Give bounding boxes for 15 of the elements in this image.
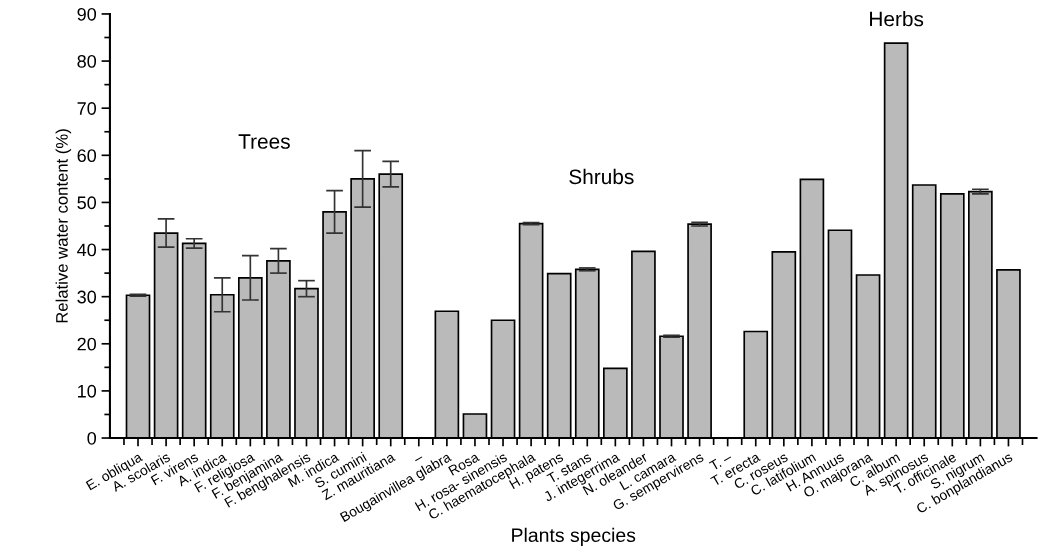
- y-tick-label: 20: [77, 337, 97, 351]
- annotation: Trees: [238, 134, 290, 149]
- annotation: Herbs: [870, 11, 924, 27]
- y-tick-label: 90: [77, 7, 97, 21]
- y-tick-label: 70: [77, 102, 97, 115]
- x-axis-title: Plants species: [512, 527, 636, 546]
- y-tick-label: 80: [77, 55, 97, 68]
- y-tick-label: 30: [77, 290, 97, 304]
- y-axis-title: Relative water content (%): [55, 129, 72, 323]
- y-tick-label: 40: [77, 243, 97, 257]
- annotation: Shrubs: [569, 168, 634, 185]
- y-tick-label: 50: [77, 196, 97, 210]
- y-tick-label: 60: [77, 149, 97, 163]
- y-tick-label: 10: [78, 384, 97, 398]
- y-tick-label: 0: [87, 431, 97, 445]
